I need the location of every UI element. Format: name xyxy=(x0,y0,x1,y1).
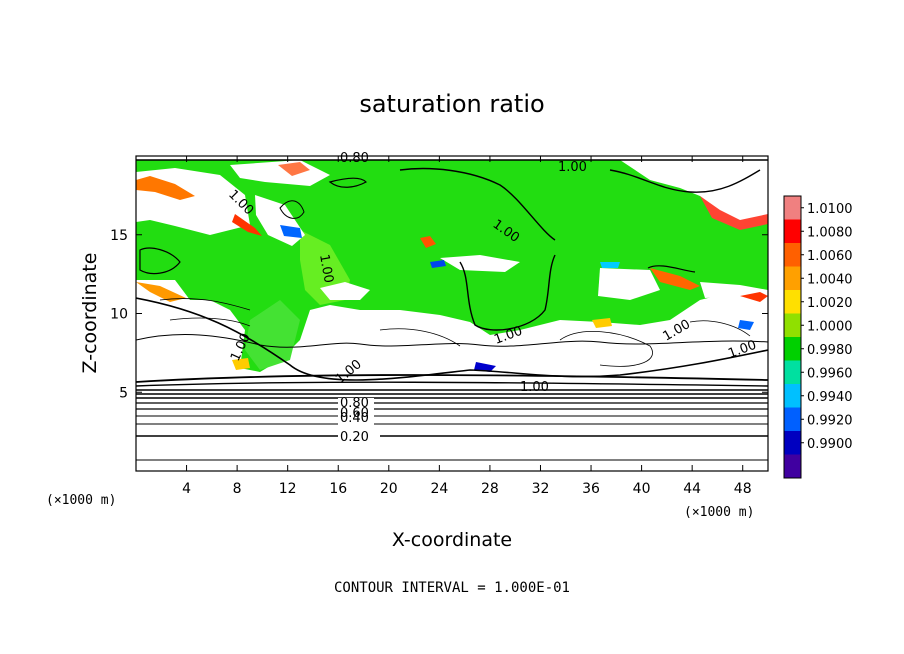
x-tick-label: 44 xyxy=(683,481,701,497)
contour-label: 1.00 xyxy=(558,160,587,175)
colorbar-label: 0.9900 xyxy=(807,437,853,452)
x-tick-label: 24 xyxy=(430,481,448,497)
colorbar-label: 0.9920 xyxy=(807,413,853,428)
contour-label: 0.60 xyxy=(340,406,369,421)
contour-label: 1.00 xyxy=(316,253,336,284)
chart-title: saturation ratio xyxy=(359,90,544,118)
colorbar-label: 1.0000 xyxy=(807,319,853,334)
colorbar: 1.0100 1.0080 1.0060 1.0040 1.0020 1.0000 0.99… xyxy=(783,195,853,479)
x-tick-label: 4 xyxy=(182,481,191,497)
colorbar-swatch xyxy=(784,431,801,455)
contour-label: 0.80 xyxy=(340,396,369,411)
y-tick-label: 10 xyxy=(110,307,128,323)
contour-interval-note: CONTOUR INTERVAL = 1.000E-01 xyxy=(334,580,570,596)
colorbar-swatch xyxy=(784,313,801,338)
colorbar-label: 1.0040 xyxy=(807,272,853,287)
contour-label: 0.20 xyxy=(340,430,369,445)
colorbar-label: 1.0060 xyxy=(807,249,853,264)
x-tick-label: 28 xyxy=(481,481,499,497)
y-tick-label: 15 xyxy=(110,228,128,244)
colorbar-swatch xyxy=(784,196,801,220)
x-tick-label: 36 xyxy=(582,481,600,497)
x-unit-label: (×1000 m) xyxy=(684,505,754,520)
contour-label: 0.80 xyxy=(340,151,369,166)
x-origin-unit-label: (×1000 m) xyxy=(46,493,116,508)
colorbar-swatch xyxy=(784,219,801,244)
contour-lines xyxy=(136,159,768,461)
colorbar-label: 1.0080 xyxy=(807,225,853,240)
colorbar-swatch xyxy=(784,384,801,408)
colorbar-label: 0.9980 xyxy=(807,343,853,358)
colorbar-swatch xyxy=(784,360,801,385)
contour-label: 0.40 xyxy=(340,411,369,426)
colorbar-swatch xyxy=(784,266,801,291)
x-tick-label: 48 xyxy=(734,481,752,497)
contour-label: 1.00 xyxy=(520,380,549,395)
colorbar-frame xyxy=(783,195,802,479)
colorbar-label: 0.9960 xyxy=(807,366,853,381)
colorbar-swatch xyxy=(784,454,801,479)
x-tick-label: 32 xyxy=(532,481,550,497)
x-tick-label: 40 xyxy=(633,481,651,497)
saturation-field xyxy=(136,156,768,471)
x-tick-label: 20 xyxy=(380,481,398,497)
x-tick-label: 16 xyxy=(329,481,347,497)
y-axis-label: Z-coordinate xyxy=(79,253,101,374)
y-tick-label: 5 xyxy=(119,385,128,401)
colorbar-swatch xyxy=(784,243,801,267)
colorbar-swatch xyxy=(784,407,801,432)
x-axis-label: X-coordinate xyxy=(392,529,512,551)
colorbar-label: 0.9940 xyxy=(807,390,853,405)
x-tick-label: 8 xyxy=(233,481,242,497)
colorbar-swatch xyxy=(784,337,801,361)
colorbar-label: 1.0020 xyxy=(807,296,853,311)
colorbar-label: 1.0100 xyxy=(807,202,853,217)
colorbar-swatch xyxy=(784,290,801,314)
x-tick-label: 12 xyxy=(279,481,297,497)
